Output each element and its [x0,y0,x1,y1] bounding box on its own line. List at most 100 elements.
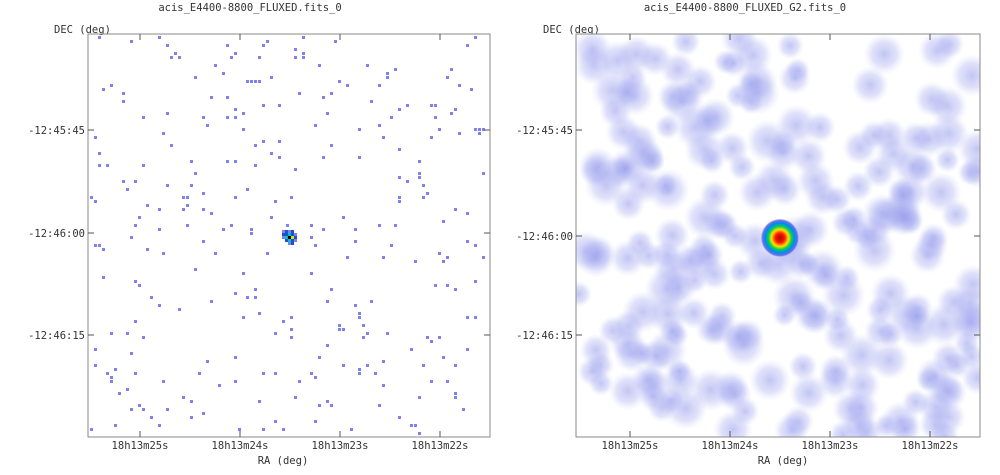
count-pixel [430,340,433,343]
count-pixel [202,192,205,195]
count-pixel [410,348,413,351]
heatmap-raw: 18h13m25s 18h13m24s 18h13m23s 18h13m22s -12:… [28,33,491,452]
count-pixel [446,256,449,259]
count-pixel [398,196,401,199]
count-pixel [210,212,213,215]
count-pixel [186,196,189,199]
count-pixel [438,128,441,131]
emission-blob [903,302,931,330]
source-pixel [282,236,285,239]
count-pixel [294,396,297,399]
count-pixel [422,184,425,187]
count-pixel [122,92,125,95]
x-tick-label: 18h13m25s [602,440,659,452]
emission-blob [791,210,830,249]
count-pixel [270,76,273,79]
count-pixel [182,208,185,211]
count-pixel [222,228,225,231]
count-pixel [138,404,141,407]
count-pixel [382,360,385,363]
count-pixel [382,136,385,139]
count-pixel [370,300,373,303]
count-pixel [234,108,237,111]
count-pixel [226,160,229,163]
count-pixel [318,64,321,67]
emission-blob [789,373,829,413]
count-pixel [434,104,437,107]
count-pixel [378,224,381,227]
count-pixel [430,104,433,107]
count-pixel [310,372,313,375]
count-pixel [90,196,93,199]
count-pixel [234,292,237,295]
count-pixel [322,156,325,159]
source-pixel [291,236,294,239]
count-pixel [110,84,113,87]
emission-blob [631,363,666,398]
count-pixel [158,36,161,39]
count-pixel [126,332,129,335]
count-pixel [346,84,349,87]
count-pixel [342,216,345,219]
count-pixel [254,296,257,299]
count-pixel [94,136,97,139]
count-pixel [386,76,389,79]
count-pixel [210,96,213,99]
count-pixel [158,228,161,231]
emission-blob [788,351,818,382]
emission-blob [693,240,725,271]
count-pixel [166,184,169,187]
emission-blob [597,40,638,81]
x-tick-label: 18h13m23s [802,440,859,452]
count-pixel [458,84,461,87]
count-pixel [234,160,237,163]
count-pixel [398,176,401,179]
count-pixel [338,328,341,331]
count-pixel [394,68,397,71]
emission-blob [767,172,802,207]
count-pixel [294,168,297,171]
emission-blob [744,246,779,281]
count-pixel [242,272,245,275]
count-pixel [302,52,305,55]
count-pixel [166,44,169,47]
count-pixel [114,368,117,371]
count-pixel [474,244,477,247]
count-pixel [290,196,293,199]
count-pixel [230,224,233,227]
count-pixel [386,72,389,75]
emission-blob [671,34,701,57]
count-pixel [382,384,385,387]
count-pixel [262,140,265,143]
emission-blob [863,34,905,75]
count-pixel [398,416,401,419]
count-pixel [478,128,481,131]
count-pixel [358,372,361,375]
count-pixel [346,256,349,259]
count-pixel [370,100,373,103]
count-pixel [110,332,113,335]
count-pixel [466,44,469,47]
count-pixel [378,124,381,127]
count-pixel [418,172,421,175]
count-pixel [250,228,253,231]
chart-panel-raw: acis_E4400-8800_FLUXED.fits_0 DEC (deg) … [28,2,491,467]
count-pixel [450,112,453,115]
count-pixel [430,136,433,139]
emission-blob [713,409,753,437]
count-pixel [190,400,193,403]
count-pixel [102,276,105,279]
count-pixel [246,296,249,299]
y-axis-label-smoothed: DEC (deg) [543,24,600,36]
count-pixel [418,432,421,435]
emission-blob [656,385,686,415]
count-pixel [146,248,149,251]
emission-blob [960,152,980,189]
count-pixel [458,132,461,135]
count-pixel [418,176,421,179]
count-pixel [130,352,133,355]
count-pixel [482,256,485,259]
count-pixel [430,380,433,383]
source-core [282,230,297,245]
count-pixel [314,124,317,127]
